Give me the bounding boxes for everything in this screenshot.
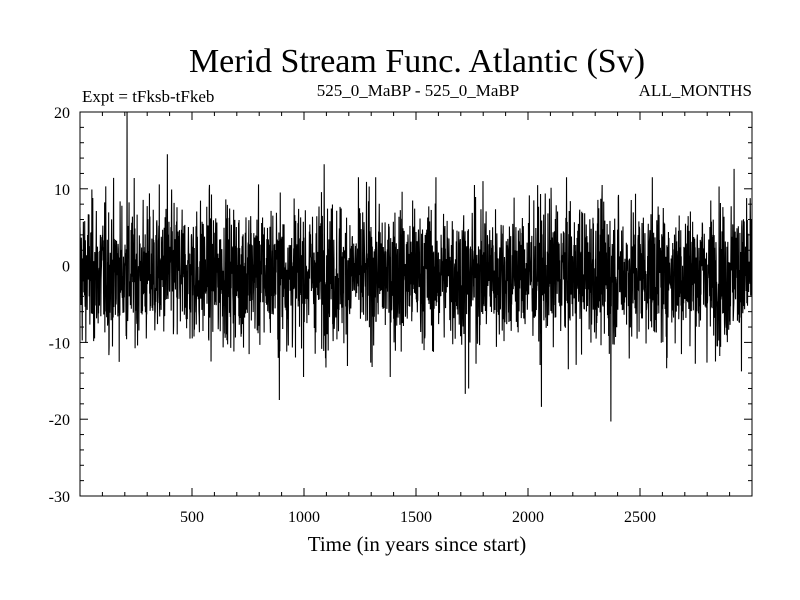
y-tick-label: 20 <box>54 105 70 122</box>
period-label: 525_0_MaBP - 525_0_MaBP <box>317 81 519 100</box>
x-tick-label: 2000 <box>512 509 544 526</box>
x-tick-label: 1000 <box>288 509 320 526</box>
x-axis-label: Time (in years since start) <box>308 532 527 556</box>
y-tick-label: -30 <box>49 489 70 506</box>
x-tick-label: 2500 <box>624 509 656 526</box>
plot-area: 500 1000 1500 2000 2500 20 10 0 -10 -20 -30 <box>49 105 753 526</box>
experiment-label: Expt = tFksb-tFkeb <box>82 87 214 106</box>
y-tick-label: 0 <box>62 259 70 276</box>
months-label: ALL_MONTHS <box>639 81 752 100</box>
x-tick-label: 1500 <box>400 509 432 526</box>
y-tick-label: 10 <box>54 182 70 199</box>
chart-title: Merid Stream Func. Atlantic (Sv) <box>189 43 645 80</box>
y-tick-label: -10 <box>49 335 70 352</box>
x-tick-label: 500 <box>180 509 204 526</box>
series-line <box>80 112 752 422</box>
y-tick-label: -20 <box>49 412 70 429</box>
